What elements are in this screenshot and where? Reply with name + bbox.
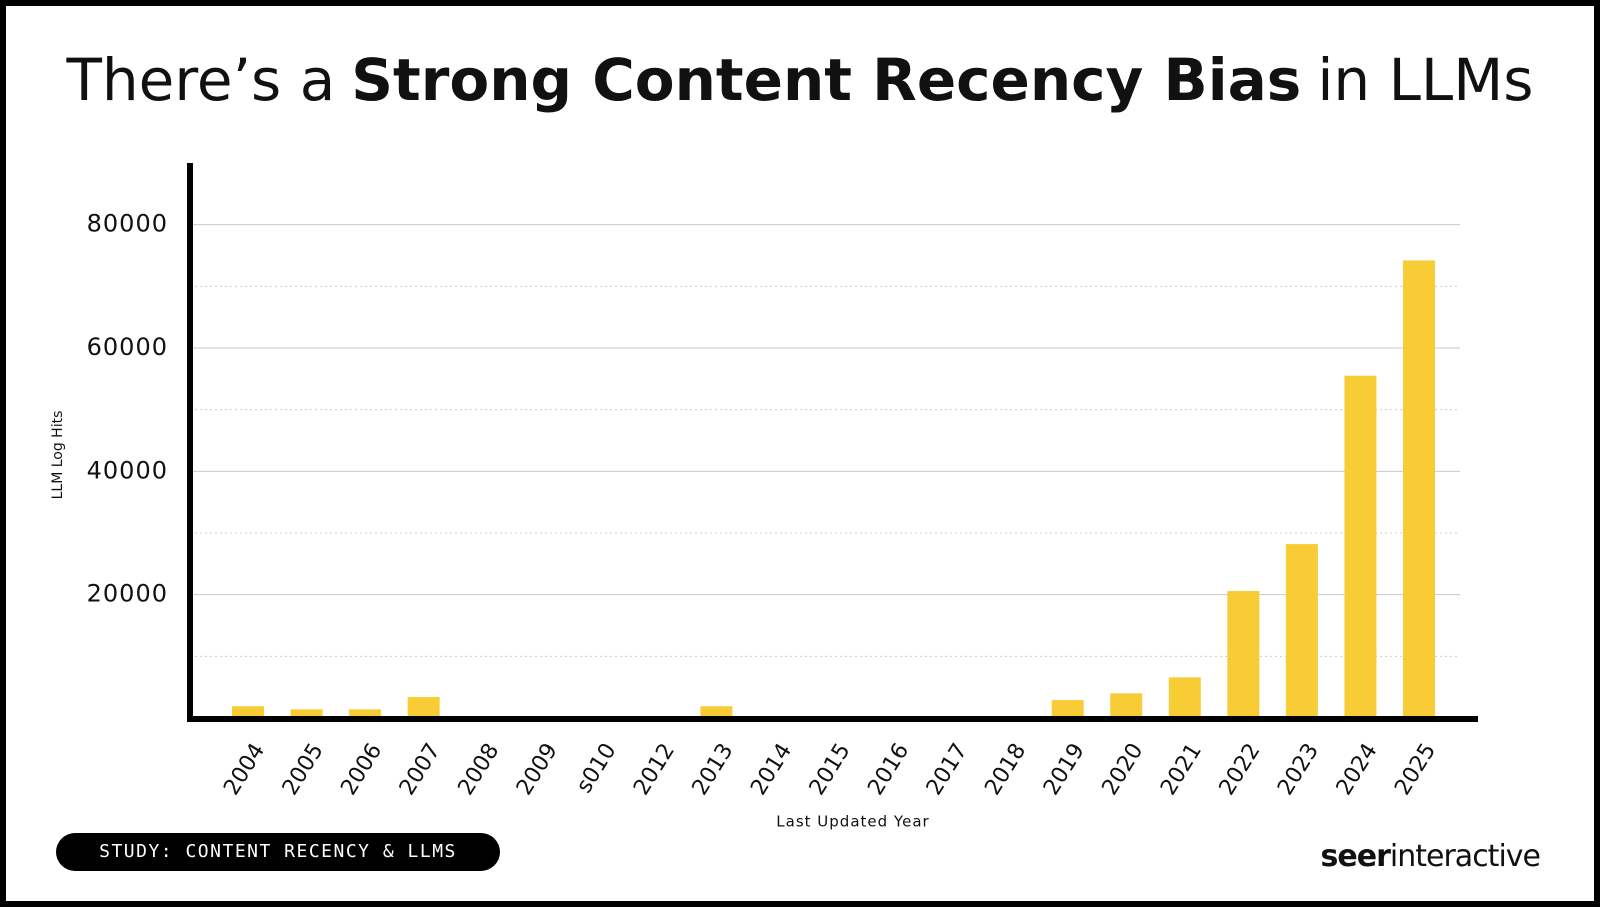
logo-regular: interactive [1390, 839, 1540, 874]
chart-title: There’s a Strong Content Recency Bias in L… [65, 46, 1533, 114]
bar [290, 709, 323, 718]
bar [1285, 544, 1318, 718]
logo-bold: seer [1321, 839, 1392, 874]
title-part: in LLMs [1317, 46, 1533, 114]
bar [1168, 677, 1201, 718]
bar [1051, 700, 1084, 718]
bar [349, 709, 382, 718]
bar [1403, 260, 1435, 718]
bar [1344, 375, 1377, 718]
y-tick-label: 80000 [87, 210, 168, 238]
y-axis-label: LLM Log Hits [50, 411, 66, 500]
title-bold: Strong Content Recency Bias [351, 46, 1301, 114]
bar [232, 706, 264, 718]
y-tick-label: 40000 [87, 456, 168, 484]
x-axis-label: Last Updated Year [776, 813, 929, 831]
badge-bg [56, 833, 500, 871]
bar [700, 706, 733, 718]
bar [407, 697, 440, 718]
y-tick-label: 20000 [87, 580, 168, 608]
bar [1110, 693, 1143, 718]
badge: STUDY: CONTENT RECENCY & LLMS [99, 841, 457, 862]
y-tick-label: 60000 [87, 333, 168, 361]
title-part: There’s a [65, 46, 335, 114]
bar [1227, 590, 1260, 718]
logo: seerinteractive [1321, 839, 1540, 874]
